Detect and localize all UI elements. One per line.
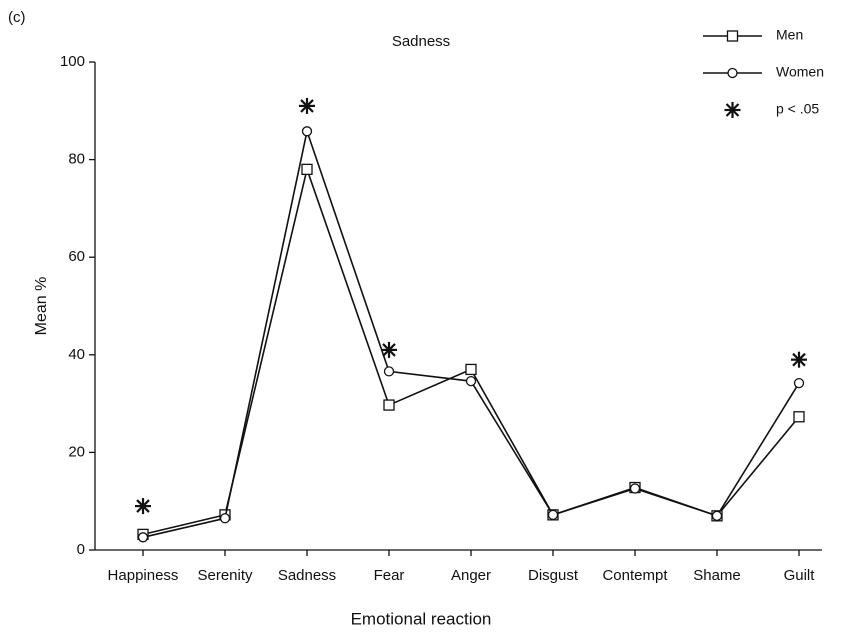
marker [793,411,805,423]
marker [299,97,315,114]
chart-title: Sadness [392,33,450,50]
y-axis-label: Mean % [33,277,50,336]
marker [383,366,395,377]
y-tick-label: 0 [77,541,85,558]
x-tick-label: Sadness [278,567,336,584]
marker [135,498,151,515]
marker [711,510,723,521]
y-tick-label: 60 [68,248,85,265]
panel-label: (c) [8,9,26,26]
legend-label: Men [776,27,803,43]
marker [465,363,477,376]
x-tick-label: Anger [451,567,491,584]
marker [383,399,395,411]
star-stroke [136,499,150,513]
x-tick-label: Happiness [108,567,179,584]
marker [301,126,313,137]
star-stroke [382,343,396,357]
marker [301,163,313,176]
y-tick-label: 100 [60,53,85,70]
marker [724,102,741,118]
y-tick-label: 40 [68,346,85,363]
marker [791,351,807,368]
marker [547,509,559,521]
marker [726,30,739,42]
marker [629,483,641,494]
marker [727,67,738,79]
marker [219,513,231,524]
marker [137,532,149,543]
marker [381,341,397,358]
star-stroke [300,99,314,113]
x-tick-label: Disgust [528,567,579,584]
marker [465,376,477,387]
series-line [142,128,800,539]
legend-label: Women [776,64,824,80]
star-stroke [792,352,806,367]
series-line [142,166,800,536]
x-tick-label: Fear [374,567,405,584]
x-tick-label: Serenity [197,567,253,584]
y-tick-label: 80 [68,151,85,168]
legend-label: p < .05 [776,101,819,117]
star-stroke [725,103,740,117]
marker [793,377,805,389]
x-axis-label: Emotional reaction [351,609,492,628]
y-tick-label: 20 [68,443,85,460]
x-tick-label: Contempt [602,567,668,584]
x-tick-label: Guilt [784,567,816,584]
x-tick-label: Shame [693,567,741,584]
